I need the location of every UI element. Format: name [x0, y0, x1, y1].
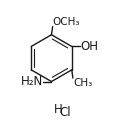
Text: CH₃: CH₃	[73, 78, 92, 88]
Text: OH: OH	[80, 40, 98, 53]
Text: OCH₃: OCH₃	[53, 17, 80, 26]
Text: Cl: Cl	[60, 106, 71, 119]
Text: H₂N: H₂N	[21, 75, 43, 88]
Text: H: H	[54, 103, 63, 116]
